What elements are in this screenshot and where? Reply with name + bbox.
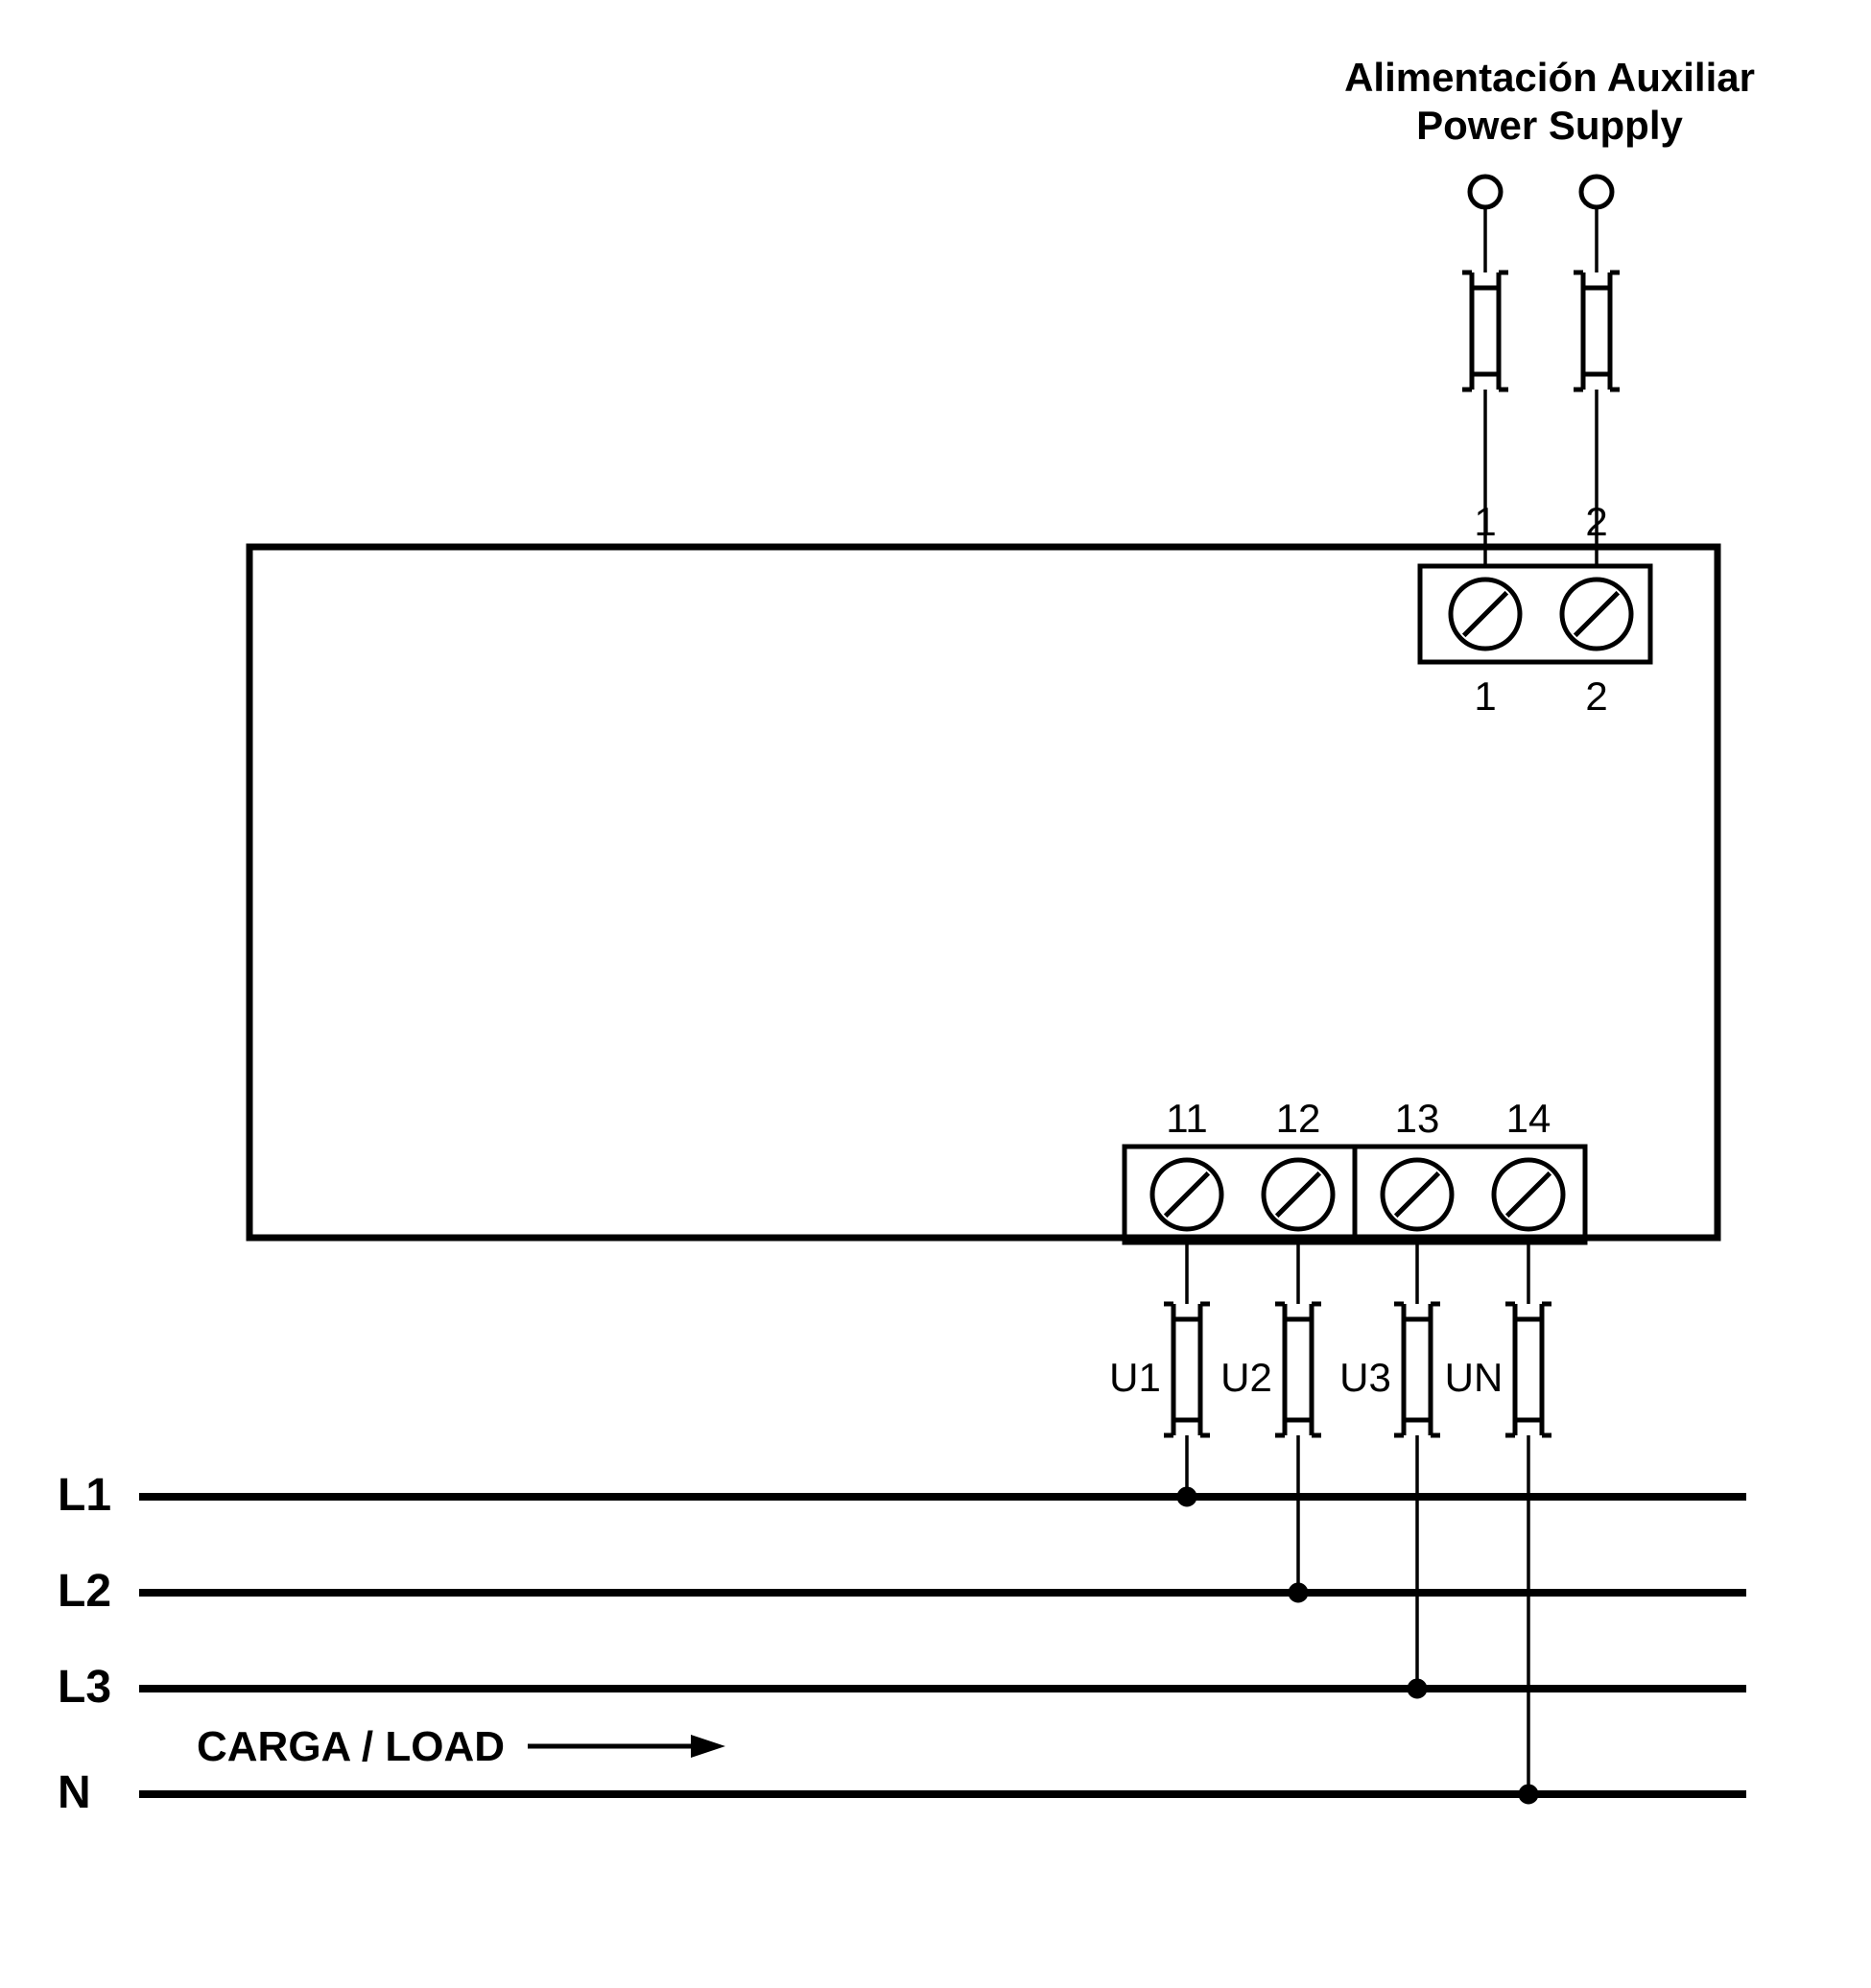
vi-num-0: 11 bbox=[1166, 1096, 1208, 1141]
ps-label-above-1: 2 bbox=[1585, 499, 1607, 544]
vi-num-3: 14 bbox=[1506, 1096, 1551, 1141]
vi-vlabel-3: UN bbox=[1445, 1355, 1504, 1400]
ps-label-below-0: 1 bbox=[1474, 674, 1496, 719]
load-arrow-head bbox=[691, 1735, 725, 1758]
vi-num-1: 12 bbox=[1276, 1096, 1321, 1141]
vi-screw-0-slash bbox=[1166, 1173, 1209, 1217]
vi-fuse-1 bbox=[1285, 1319, 1312, 1420]
ps-input-circle-1 bbox=[1581, 177, 1612, 207]
vi-terminal-block-1 bbox=[1355, 1147, 1585, 1242]
vi-screw-3-slash bbox=[1507, 1173, 1551, 1217]
ps-fuse-1 bbox=[1583, 288, 1610, 374]
vi-fuse-3 bbox=[1515, 1319, 1542, 1420]
vi-fuse-2 bbox=[1404, 1319, 1431, 1420]
ps-label-below-1: 2 bbox=[1585, 674, 1607, 719]
bus-label-L1: L1 bbox=[58, 1470, 111, 1521]
bus-label-L2: L2 bbox=[58, 1566, 111, 1617]
ps-label-above-0: 1 bbox=[1474, 499, 1496, 544]
vi-vlabel-0: U1 bbox=[1109, 1355, 1161, 1400]
vi-vlabel-1: U2 bbox=[1220, 1355, 1272, 1400]
device-box bbox=[249, 547, 1717, 1238]
vi-screw-1-slash bbox=[1277, 1173, 1320, 1217]
ps-screw-1-slash bbox=[1575, 593, 1619, 636]
header-line-2: Power Supply bbox=[1416, 103, 1683, 148]
vi-vlabel-2: U3 bbox=[1339, 1355, 1391, 1400]
load-label: CARGA / LOAD bbox=[197, 1723, 505, 1770]
ps-terminal-block bbox=[1420, 566, 1650, 662]
ps-screw-0-slash bbox=[1464, 593, 1507, 636]
vi-num-2: 13 bbox=[1395, 1096, 1440, 1141]
ps-fuse-0 bbox=[1472, 288, 1499, 374]
vi-terminal-block-0 bbox=[1125, 1147, 1355, 1242]
bus-label-L3: L3 bbox=[58, 1662, 111, 1713]
header-line-1: Alimentación Auxiliar bbox=[1344, 55, 1755, 100]
bus-label-N: N bbox=[58, 1767, 91, 1818]
vi-screw-2-slash bbox=[1396, 1173, 1439, 1217]
ps-input-circle-0 bbox=[1470, 177, 1501, 207]
vi-fuse-0 bbox=[1173, 1319, 1200, 1420]
